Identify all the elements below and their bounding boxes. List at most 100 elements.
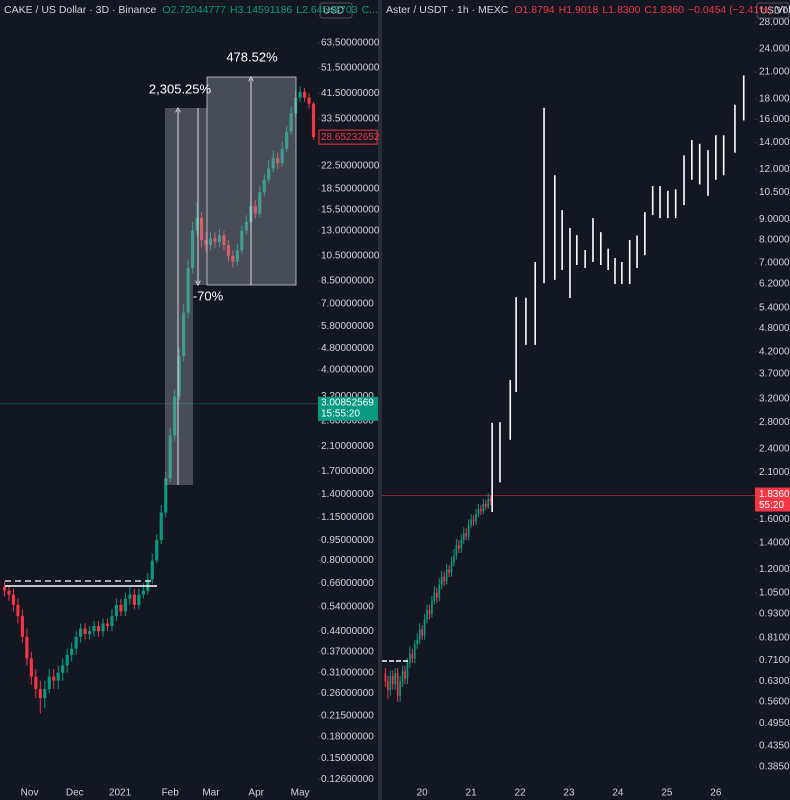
candle-body <box>448 569 450 573</box>
last-price-box <box>318 129 378 145</box>
candle-body <box>443 576 446 582</box>
candle-body <box>123 598 127 612</box>
candle-body <box>11 594 16 605</box>
candle-body <box>280 148 284 164</box>
candle-body <box>195 217 199 231</box>
candle-body <box>477 508 480 515</box>
y-tick-label: 6.2000 <box>759 279 790 290</box>
measure-box <box>165 108 193 485</box>
y-tick-label: 3.20000000 <box>321 391 374 402</box>
candle-body <box>438 584 441 598</box>
y-tick-label: 4.80000000 <box>321 343 374 354</box>
candle-body <box>150 560 154 580</box>
y-tick-label: 0.3850 <box>759 762 790 773</box>
y-tick-label: 0.95000000 <box>321 535 374 546</box>
candle-body <box>487 498 490 507</box>
candle-body <box>307 97 311 104</box>
y-tick-label: 0.4350 <box>759 740 790 751</box>
y-tick-label: 1.0500 <box>759 587 790 598</box>
candle-body <box>110 616 114 627</box>
candle-body <box>453 555 455 563</box>
candle-body <box>164 478 168 513</box>
candle-body <box>423 619 426 636</box>
y-tick-label: 5.80000000 <box>321 321 374 332</box>
candle-body <box>409 653 411 664</box>
y-tick-label: 18.50000000 <box>321 184 380 195</box>
candle-body <box>460 540 463 549</box>
candle-body <box>435 592 438 598</box>
candle-body <box>182 312 186 357</box>
y-tick-label: 33.50000000 <box>321 113 380 124</box>
candle-body <box>16 604 20 617</box>
y-tick-label: 0.31000000 <box>321 667 374 678</box>
candle-body <box>199 217 204 241</box>
measure-label: 478.52% <box>226 49 278 64</box>
ohlc-value: Vol1.23 M... <box>776 4 790 16</box>
y-tick-label: 4.00000000 <box>321 365 374 376</box>
currency-box <box>756 2 790 19</box>
candle-body <box>217 235 222 243</box>
ohlc-value: L1.8300 <box>602 4 640 16</box>
candle-body <box>56 672 60 681</box>
y-tick-label: 10.5000 <box>759 187 790 198</box>
candle-body <box>413 644 416 659</box>
candle-body <box>298 91 302 98</box>
x-tick-label: 20 <box>417 788 429 799</box>
candle-body <box>92 626 96 632</box>
y-tick-label: 1.15000000 <box>321 512 374 523</box>
currency-label: USDT <box>760 6 787 17</box>
candle-body <box>155 540 159 561</box>
y-tick-label: 21.0000 <box>759 67 790 78</box>
candle-body <box>137 594 141 605</box>
y-tick-label: 28.0000 <box>759 17 790 28</box>
candle-body <box>426 610 428 620</box>
candle-body <box>52 676 56 681</box>
chart-header: Aster / USDT · 1h · MEXC O1.8794 H1.9018 L1… <box>386 4 790 16</box>
candle-body <box>43 689 47 699</box>
candle-body <box>226 245 230 256</box>
x-tick-label: 21 <box>466 788 478 799</box>
x-tick-label: 23 <box>563 788 575 799</box>
candle-body <box>186 267 190 313</box>
x-tick-label: Feb <box>162 788 180 799</box>
y-tick-label: 4.8000 <box>759 323 790 334</box>
candle-body <box>401 670 404 682</box>
candle-body <box>462 532 465 541</box>
y-tick-label: 5.4000 <box>759 303 790 314</box>
candle-body <box>244 221 248 231</box>
candle-body <box>475 514 477 522</box>
ohlc-value: C1.8360 <box>644 4 684 16</box>
y-tick-label: 0.7100 <box>759 655 790 666</box>
countdown-label: 15:55:20 <box>321 408 360 419</box>
candle-body <box>389 675 392 690</box>
candle-body <box>208 238 213 246</box>
candle-body <box>416 639 419 645</box>
last-price-box <box>755 487 790 512</box>
y-tick-label: 2.4000 <box>759 444 790 455</box>
y-tick-label: 14.0000 <box>759 137 790 148</box>
candle-body <box>141 590 145 595</box>
y-tick-label: 0.6300 <box>759 676 790 687</box>
candle-body <box>396 673 399 696</box>
y-tick-label: 0.37000000 <box>321 646 374 657</box>
candle-body <box>421 629 423 636</box>
x-tick-label: 26 <box>710 788 722 799</box>
measure-label: 2,305.25% <box>149 81 212 96</box>
candle-body <box>222 235 226 246</box>
ohlc-value: O1.8794 <box>514 4 554 16</box>
candle-body <box>271 158 275 169</box>
candle-body <box>38 689 42 699</box>
x-tick-label: Dec <box>66 788 84 799</box>
candle-body <box>387 681 389 690</box>
candle-body <box>101 623 105 632</box>
ohlc-value: H3.14591186 <box>230 4 292 16</box>
last-price-label: 1.8360 <box>759 489 790 500</box>
candle-body <box>262 179 266 193</box>
candle-body <box>20 616 24 637</box>
y-tick-label: 0.80000000 <box>321 555 374 566</box>
x-tick-label: 24 <box>612 788 624 799</box>
y-tick-label: 0.66000000 <box>321 578 374 589</box>
candle-body <box>34 676 38 690</box>
candle-body <box>168 435 172 479</box>
candle-body <box>191 230 195 268</box>
